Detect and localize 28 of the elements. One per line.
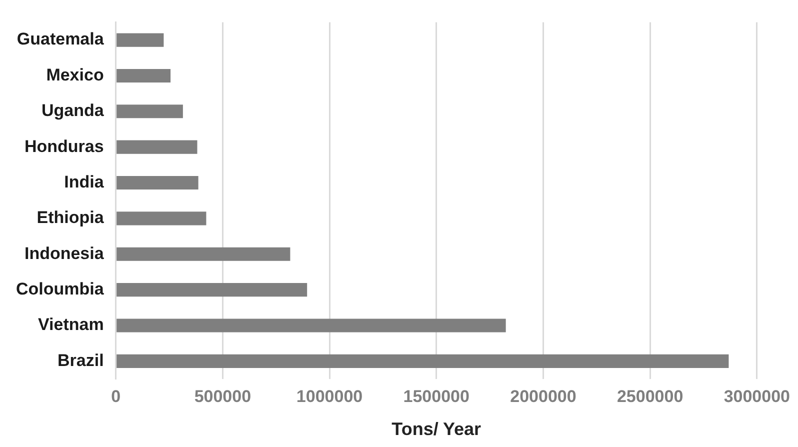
y-tick-label: Indonesia xyxy=(24,244,104,263)
x-tick-label: 1000000 xyxy=(296,386,363,406)
x-tick-label: 2000000 xyxy=(510,386,576,406)
bar xyxy=(116,68,171,82)
bar xyxy=(116,176,198,190)
y-tick-label: Brazil xyxy=(58,350,104,370)
x-tick-label: 0 xyxy=(111,386,121,406)
bar xyxy=(116,247,290,261)
bar xyxy=(116,283,308,297)
y-tick-label: Ethiopia xyxy=(36,208,104,228)
bar xyxy=(116,104,183,118)
x-tick-label: 1500000 xyxy=(403,386,470,406)
x-tick-label: 500000 xyxy=(194,386,252,406)
bar xyxy=(116,212,206,226)
y-tick-label: India xyxy=(64,172,104,192)
x-tick-label: 3000000 xyxy=(724,386,790,406)
x-tick-label: 2500000 xyxy=(616,386,684,406)
y-tick-label: Honduras xyxy=(24,136,104,156)
y-tick-label: Vietnam xyxy=(38,315,104,334)
bar xyxy=(116,318,506,332)
y-tick-label: Coloumbia xyxy=(16,279,104,298)
bar xyxy=(116,140,198,154)
y-tick-label: Mexico xyxy=(46,65,104,84)
x-axis-title: Tons/ Year xyxy=(392,419,482,440)
bar xyxy=(116,33,164,47)
y-tick-label: Uganda xyxy=(41,101,104,120)
bar xyxy=(116,354,729,368)
y-tick-label: Guatemala xyxy=(16,30,104,49)
